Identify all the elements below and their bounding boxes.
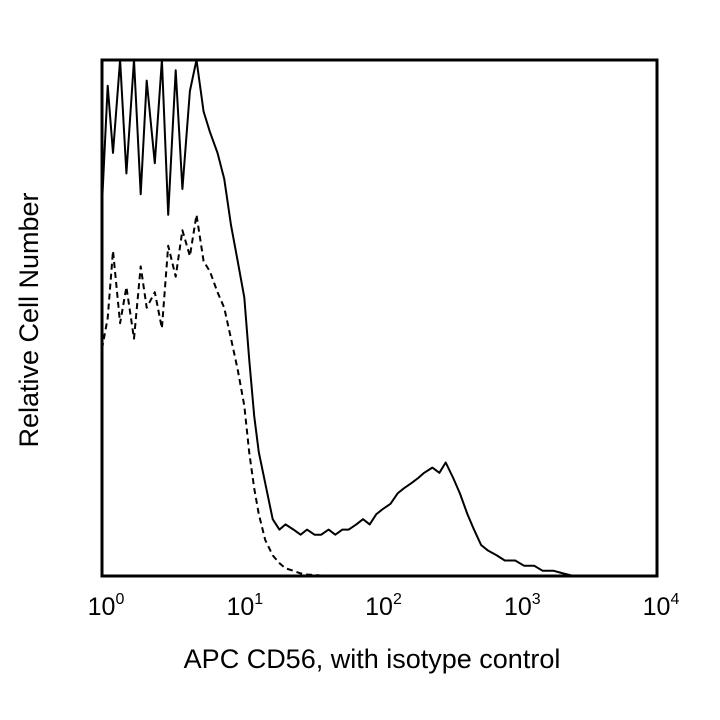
isotype-control-series-line [101, 213, 329, 577]
x-axis-title: APC CD56, with isotype control [184, 644, 561, 674]
plot-frame [100, 58, 659, 578]
x-tick-label-10-2: 102 [365, 591, 402, 621]
x-axis-ticks: 100 101 102 103 104 [88, 591, 680, 621]
x-tick-label-10-3: 103 [504, 591, 541, 621]
x-tick-label-10-1: 101 [226, 591, 263, 621]
cd56-stained-series-line [101, 59, 574, 577]
x-tick-label-10-0: 100 [88, 591, 125, 621]
x-tick-label-10-4: 104 [643, 591, 680, 621]
y-axis-title: Relative Cell Number [14, 192, 44, 447]
series-layer [101, 59, 574, 577]
